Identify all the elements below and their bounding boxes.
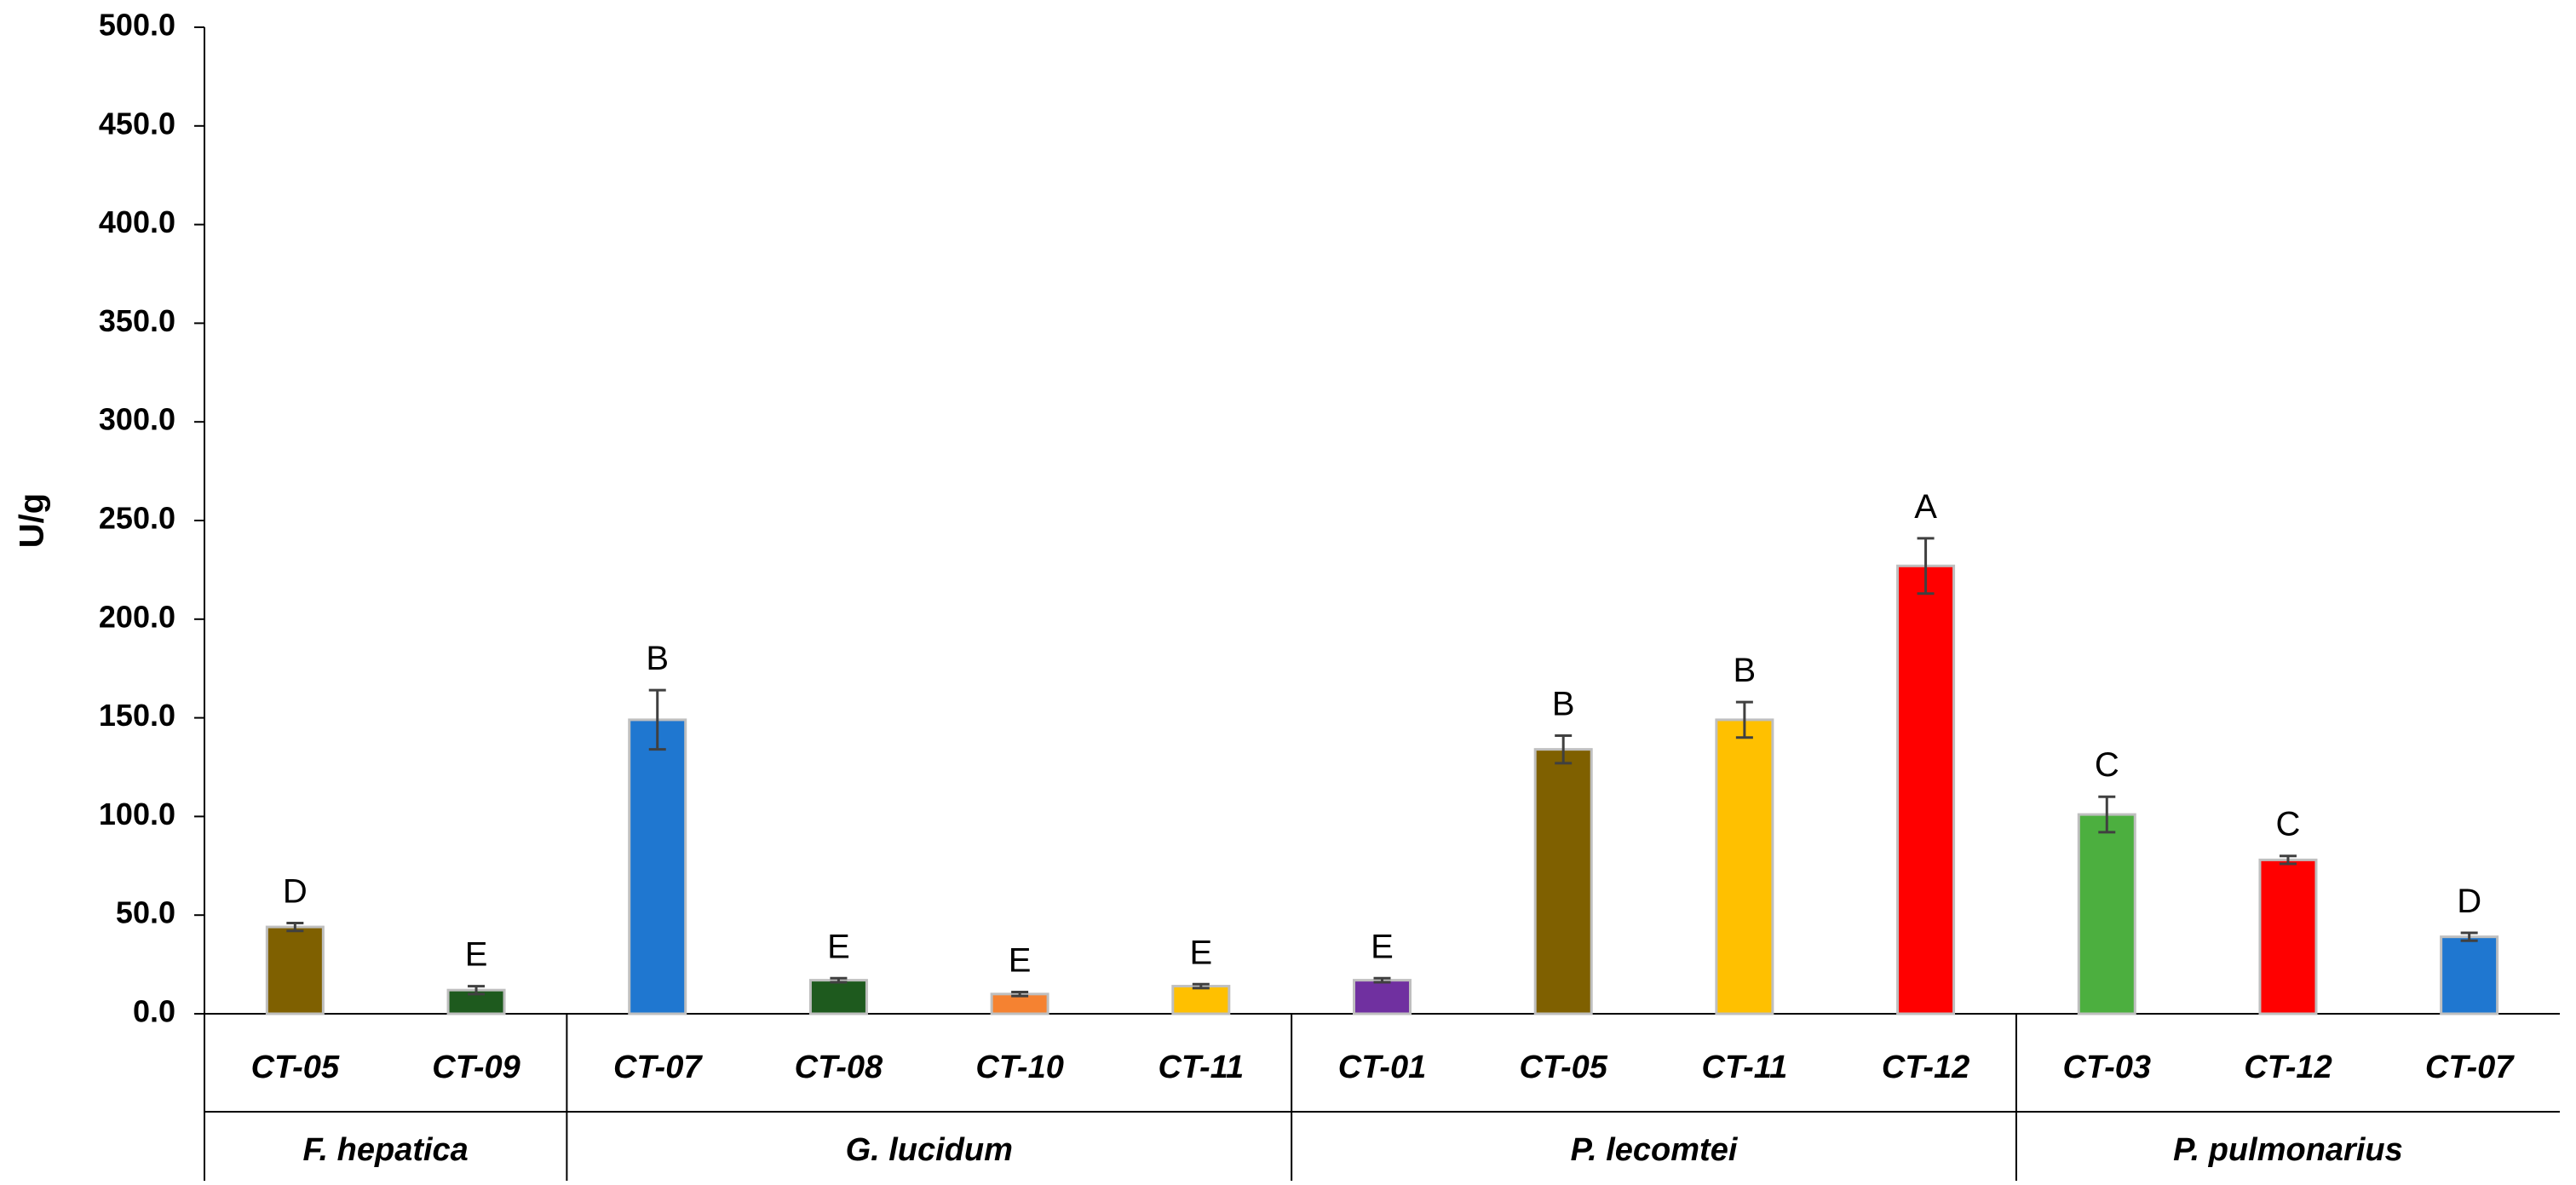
y-tick-label: 400.0 <box>99 204 175 239</box>
significance-letter: C <box>2276 806 2301 843</box>
category-label: CT-03 <box>2063 1050 2151 1085</box>
group-label: P. pulmonarius <box>2173 1132 2403 1168</box>
y-tick-label: 500.0 <box>99 8 175 43</box>
y-tick-label: 200.0 <box>99 599 175 634</box>
significance-letter: D <box>2457 883 2481 920</box>
significance-letter: C <box>2095 746 2119 784</box>
category-label: CT-07 <box>2425 1050 2515 1085</box>
y-tick-label: 150.0 <box>99 698 175 733</box>
category-label: CT-11 <box>1158 1050 1244 1085</box>
bar <box>2440 935 2499 1015</box>
bar <box>265 925 325 1015</box>
category-label: CT-11 <box>1702 1050 1788 1085</box>
bar <box>808 979 868 1015</box>
y-tick-label: 450.0 <box>99 106 175 141</box>
significance-letter: B <box>1552 685 1575 722</box>
y-tick-label: 350.0 <box>99 303 175 338</box>
category-label: CT-12 <box>2244 1050 2332 1085</box>
significance-letter: E <box>827 928 850 965</box>
category-label: CT-05 <box>1519 1050 1607 1085</box>
bar <box>2258 858 2318 1015</box>
significance-letter: E <box>465 936 488 974</box>
category-label: CT-07 <box>613 1050 703 1085</box>
category-label: CT-08 <box>795 1050 883 1085</box>
bar <box>446 988 506 1015</box>
y-tick-label: 250.0 <box>99 501 175 536</box>
y-tick-label: 100.0 <box>99 797 175 831</box>
significance-letter: E <box>1009 942 1032 980</box>
group-label: P. lecomtei <box>1571 1132 1739 1168</box>
y-axis-title: U/g <box>14 493 51 548</box>
category-label: CT-01 <box>1338 1050 1426 1085</box>
category-label: CT-05 <box>251 1050 340 1085</box>
bar <box>1353 979 1412 1015</box>
bar <box>1171 985 1231 1015</box>
bar <box>628 718 687 1015</box>
y-tick-label: 50.0 <box>116 895 175 930</box>
category-label: CT-10 <box>975 1050 1063 1085</box>
group-label: G. lucidum <box>846 1132 1013 1168</box>
significance-letter: E <box>1189 934 1212 971</box>
bar <box>1533 748 1593 1015</box>
significance-letter: B <box>1734 652 1757 689</box>
category-label: CT-12 <box>1882 1050 1969 1085</box>
y-tick-label: 300.0 <box>99 402 175 437</box>
y-tick-label: 0.0 <box>133 994 175 1029</box>
group-label: F. hepatica <box>303 1132 469 1168</box>
bar <box>1896 564 1956 1015</box>
significance-letter: B <box>646 640 669 677</box>
significance-letter: D <box>283 872 308 910</box>
bar <box>1715 718 1774 1015</box>
bar <box>2077 813 2136 1015</box>
significance-letter: E <box>1371 928 1394 965</box>
significance-letter: A <box>1914 488 1937 526</box>
category-label: CT-09 <box>432 1050 520 1085</box>
